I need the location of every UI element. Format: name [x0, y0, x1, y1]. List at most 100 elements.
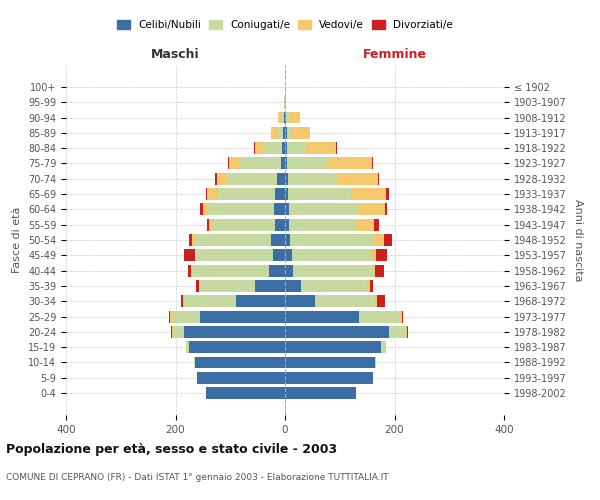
Bar: [255, 142, 263, 154]
Bar: [209, 218, 212, 230]
Bar: [196, 250, 273, 262]
Bar: [170, 310, 173, 322]
Bar: [184, 250, 195, 262]
Bar: [376, 250, 388, 262]
Bar: [378, 173, 379, 184]
Bar: [169, 310, 170, 322]
Bar: [337, 173, 378, 184]
Bar: [367, 280, 370, 292]
Bar: [194, 356, 285, 368]
Bar: [172, 326, 173, 338]
Bar: [207, 188, 218, 200]
Bar: [282, 142, 285, 154]
Bar: [197, 372, 285, 384]
Bar: [285, 341, 381, 353]
Bar: [283, 127, 285, 139]
Bar: [372, 158, 373, 170]
Bar: [350, 188, 386, 200]
Bar: [285, 387, 356, 399]
Bar: [275, 218, 285, 230]
Bar: [182, 296, 184, 307]
Bar: [227, 173, 277, 184]
Bar: [188, 264, 191, 276]
Bar: [406, 326, 407, 338]
Bar: [285, 280, 301, 292]
Bar: [271, 127, 278, 139]
Bar: [285, 326, 389, 338]
Bar: [278, 127, 283, 139]
Bar: [206, 387, 285, 399]
Bar: [385, 204, 387, 216]
Bar: [255, 280, 285, 292]
Bar: [301, 280, 367, 292]
Bar: [184, 296, 236, 307]
Bar: [187, 341, 189, 353]
Bar: [212, 218, 275, 230]
Bar: [200, 280, 255, 292]
Bar: [358, 204, 385, 216]
Bar: [401, 310, 403, 322]
Legend: Celibi/Nubili, Coniugati/e, Vedovi/e, Divorziati/e: Celibi/Nubili, Coniugati/e, Vedovi/e, Di…: [113, 16, 457, 34]
Bar: [199, 280, 200, 292]
Bar: [173, 310, 200, 322]
Bar: [236, 296, 285, 307]
Bar: [191, 264, 192, 276]
Bar: [376, 264, 383, 276]
Bar: [275, 188, 285, 200]
Bar: [239, 158, 281, 170]
Bar: [285, 296, 315, 307]
Bar: [306, 142, 336, 154]
Bar: [373, 264, 376, 276]
Bar: [285, 204, 289, 216]
Bar: [192, 234, 194, 246]
Bar: [287, 158, 328, 170]
Bar: [288, 188, 350, 200]
Bar: [355, 218, 374, 230]
Bar: [289, 218, 355, 230]
Bar: [291, 127, 310, 139]
Bar: [263, 142, 282, 154]
Y-axis label: Anni di nascita: Anni di nascita: [573, 198, 583, 281]
Bar: [328, 158, 372, 170]
Bar: [285, 372, 373, 384]
Bar: [389, 326, 406, 338]
Bar: [277, 173, 285, 184]
Bar: [281, 158, 285, 170]
Bar: [286, 112, 289, 124]
Bar: [281, 112, 284, 124]
Bar: [195, 250, 196, 262]
Bar: [284, 112, 285, 124]
Bar: [218, 188, 275, 200]
Text: COMUNE DI CEPRANO (FR) - Dati ISTAT 1° gennaio 2003 - Elaborazione TUTTITALIA.IT: COMUNE DI CEPRANO (FR) - Dati ISTAT 1° g…: [6, 472, 389, 482]
Bar: [278, 112, 281, 124]
Bar: [189, 234, 192, 246]
Bar: [371, 250, 376, 262]
Bar: [189, 341, 285, 353]
Bar: [377, 296, 385, 307]
Bar: [336, 142, 337, 154]
Bar: [285, 158, 287, 170]
Bar: [285, 173, 288, 184]
Bar: [373, 234, 383, 246]
Bar: [269, 264, 285, 276]
Bar: [285, 142, 287, 154]
Bar: [181, 296, 182, 307]
Bar: [400, 310, 401, 322]
Bar: [206, 188, 207, 200]
Bar: [271, 234, 285, 246]
Bar: [217, 173, 227, 184]
Bar: [376, 296, 377, 307]
Bar: [200, 310, 285, 322]
Bar: [200, 204, 203, 216]
Bar: [374, 218, 379, 230]
Bar: [203, 204, 208, 216]
Bar: [359, 310, 400, 322]
Bar: [208, 204, 274, 216]
Bar: [285, 356, 376, 368]
Y-axis label: Fasce di età: Fasce di età: [13, 207, 22, 273]
Bar: [285, 127, 287, 139]
Bar: [285, 188, 288, 200]
Bar: [292, 250, 371, 262]
Bar: [227, 158, 229, 170]
Bar: [383, 234, 392, 246]
